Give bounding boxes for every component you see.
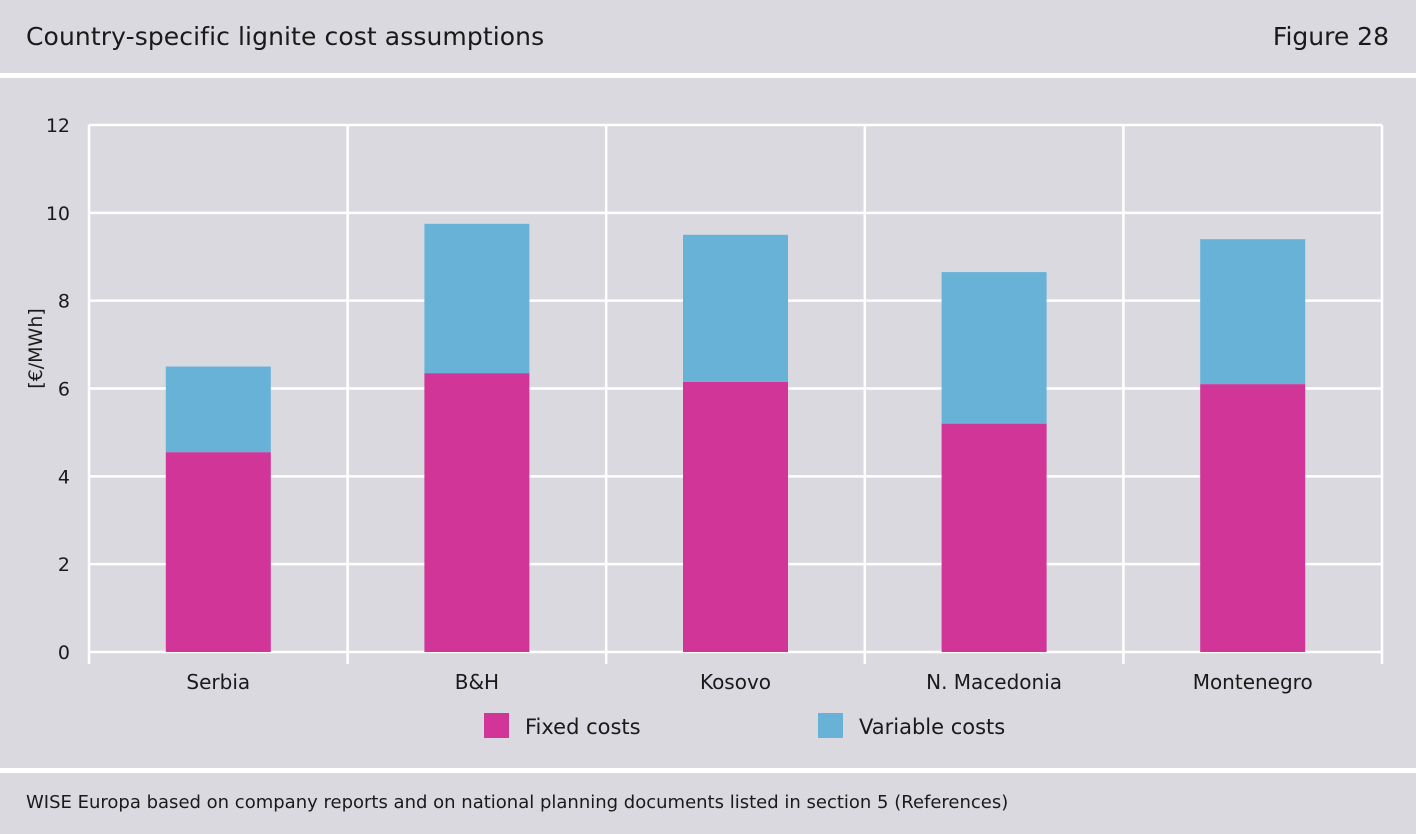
bar-variable-3 (941, 272, 1047, 424)
axis-layer: 0 2 4 6 8 10 12 Serbia B&H Kosovo N. Macedonia Mont… (25, 115, 1313, 694)
legend-label-variable: Variable costs (859, 715, 1005, 739)
grid-layer (87, 123, 1384, 664)
y-tick-label: 2 (58, 554, 70, 576)
bar-variable-2 (683, 234, 788, 382)
y-axis-title: [€/MWh] (25, 308, 47, 389)
source-note: WISE Europa based on company reports and… (26, 792, 1009, 813)
y-tick-label: 8 (58, 291, 70, 313)
figure-number: Figure 28 (1272, 22, 1389, 51)
y-tick-label: 12 (46, 115, 70, 137)
chart-title: Country-specific lignite cost assumption… (26, 22, 545, 51)
y-tick-label: 6 (58, 379, 70, 401)
x-tick-label: Serbia (186, 670, 250, 694)
bar-fixed-2 (683, 381, 788, 652)
x-tick-label: B&H (455, 670, 499, 694)
x-tick-label: N. Macedonia (926, 670, 1062, 694)
bar-variable-1 (424, 223, 530, 374)
legend-swatch-fixed (484, 713, 509, 738)
stacked-bar-chart: 0 2 4 6 8 10 12 Serbia B&H Kosovo N. Macedonia Mont… (25, 115, 1384, 739)
y-tick-label: 10 (46, 203, 70, 225)
header-divider (0, 73, 1416, 78)
bar-fixed-0 (165, 452, 271, 652)
legend-label-fixed: Fixed costs (525, 715, 641, 739)
bars-layer (165, 223, 1306, 652)
legend-swatch-variable (818, 713, 843, 738)
bar-fixed-4 (1200, 384, 1306, 652)
y-tick-label: 0 (58, 642, 70, 664)
x-tick-label: Montenegro (1193, 670, 1313, 694)
legend: Fixed costs Variable costs (484, 713, 1005, 739)
figure-header: Country-specific lignite cost assumption… (0, 0, 1416, 74)
x-tick-label: Kosovo (700, 670, 771, 694)
bar-fixed-3 (941, 423, 1047, 652)
bar-fixed-1 (424, 373, 530, 652)
footer-divider (0, 768, 1416, 773)
bar-variable-0 (165, 366, 271, 453)
y-tick-label: 4 (58, 466, 70, 488)
bar-variable-4 (1200, 239, 1306, 385)
